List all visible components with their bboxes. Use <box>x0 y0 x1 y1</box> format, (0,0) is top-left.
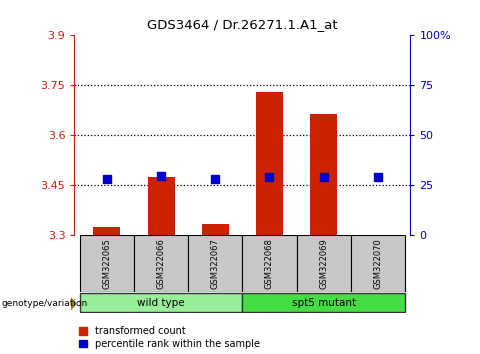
Point <box>103 176 111 182</box>
Bar <box>242 235 297 292</box>
Title: GDS3464 / Dr.26271.1.A1_at: GDS3464 / Dr.26271.1.A1_at <box>147 18 338 32</box>
Text: GSM322068: GSM322068 <box>265 238 274 289</box>
Text: GSM322070: GSM322070 <box>373 238 383 289</box>
Bar <box>188 235 242 292</box>
Bar <box>256 92 283 235</box>
Bar <box>202 224 229 235</box>
Text: genotype/variation: genotype/variation <box>1 299 88 308</box>
Text: wild type: wild type <box>137 298 185 308</box>
Polygon shape <box>71 298 76 309</box>
Text: GSM322065: GSM322065 <box>102 238 111 289</box>
Bar <box>94 227 120 235</box>
Point <box>374 175 382 180</box>
Point <box>157 173 165 179</box>
Point <box>265 174 273 180</box>
Text: GSM322067: GSM322067 <box>211 238 220 289</box>
Bar <box>242 293 405 312</box>
Point <box>320 174 327 180</box>
Text: GSM322066: GSM322066 <box>156 238 166 289</box>
Point <box>212 176 219 182</box>
Bar <box>147 177 175 235</box>
Bar <box>80 235 134 292</box>
Text: spt5 mutant: spt5 mutant <box>292 298 356 308</box>
Bar <box>80 293 242 312</box>
Bar <box>297 235 351 292</box>
Bar <box>134 235 188 292</box>
Bar <box>351 235 405 292</box>
Bar <box>310 114 337 235</box>
Legend: transformed count, percentile rank within the sample: transformed count, percentile rank withi… <box>79 326 260 349</box>
Text: GSM322069: GSM322069 <box>319 238 328 289</box>
